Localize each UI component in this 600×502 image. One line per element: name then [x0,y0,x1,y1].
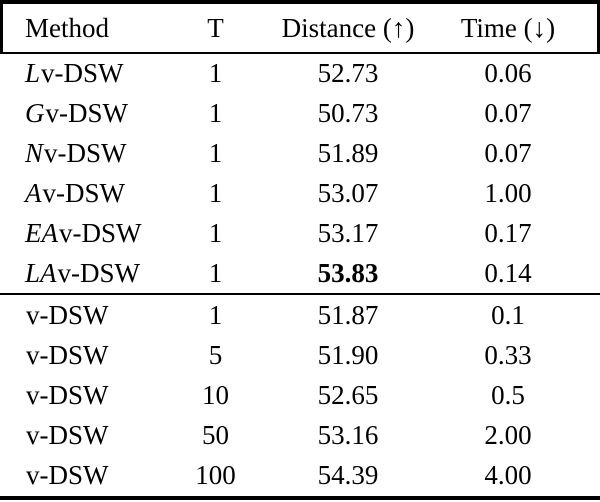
table-row: EAv-DSW 1 53.17 0.17 [0,213,600,253]
method-cell: v-DSW [0,299,168,330]
distance-cell: 52.65 [317,379,379,410]
t-cell: 10 [202,379,229,410]
method-name: v-DSW [26,339,109,370]
method-cell: Lv-DSW [0,60,168,87]
t-cell: 1 [208,98,223,129]
distance-cell-best: 53.83 [317,257,379,288]
method-cell: LAv-DSW [0,257,168,288]
table-row: v-DSW 1 51.87 0.1 [0,295,600,335]
header-right-rule [597,0,600,54]
distance-cell: 54.39 [317,460,379,491]
script-letter: L [25,58,41,89]
distance-cell: 51.89 [317,138,379,169]
time-cell: 0.17 [484,217,532,248]
method-cell: EAv-DSW [0,217,168,248]
time-cell: 2.00 [484,420,532,451]
t-cell: 1 [208,58,223,89]
method-name: v-DSW [59,217,142,248]
script-letter: EA [25,217,58,248]
method-cell: Nv-DSW [0,140,168,167]
method-name: v-DSW [41,58,124,89]
method-cell: v-DSW [0,379,168,410]
distance-cell: 50.73 [317,98,379,129]
distance-cell: 53.07 [317,177,379,208]
table-section-variant-methods: Lv-DSW 1 52.73 0.06 Gv-DSW 1 50.73 0.07 … [0,54,600,293]
t-cell: 1 [208,138,223,169]
time-cell: 0.07 [484,98,532,129]
distance-cell: 51.87 [317,299,379,330]
time-cell: 0.14 [484,257,532,288]
script-letter: LA [25,257,57,288]
column-header-method: Method [25,12,109,43]
method-cell: v-DSW [0,422,168,449]
t-cell: 1 [208,299,223,330]
t-cell: 100 [195,460,236,491]
header-left-rule [0,0,3,54]
table-row: v-DSW 5 51.90 0.33 [0,335,600,375]
time-cell: 1.00 [484,177,532,208]
table-top-rule [0,0,600,4]
table-bottom-rule [0,495,600,500]
method-name: v-DSW [42,177,126,208]
table-header-row: Method T Distance (↑) Time (↓) [0,0,600,54]
table-row: v-DSW 100 54.39 4.00 [0,456,600,496]
time-cell: 4.00 [484,460,532,491]
method-name: v-DSW [44,138,127,169]
table-row: v-DSW 50 53.16 2.00 [0,416,600,456]
distance-cell: 53.17 [317,217,379,248]
script-letter: G [25,98,45,129]
time-cell: 0.1 [491,299,525,330]
t-cell: 50 [202,420,229,451]
method-name: v-DSW [26,379,109,410]
time-cell: 0.33 [484,339,532,370]
method-name: v-DSW [57,257,141,288]
table-row: Lv-DSW 1 52.73 0.06 [0,54,600,94]
time-cell: 0.5 [491,379,525,410]
distance-cell: 51.90 [317,339,379,370]
table-row: LAv-DSW 1 53.83 0.14 [0,253,600,293]
distance-cell: 53.16 [317,420,379,451]
t-cell: 1 [208,257,223,288]
t-cell: 5 [208,339,223,370]
table-row: Nv-DSW 1 51.89 0.07 [0,134,600,174]
time-cell: 0.07 [484,138,532,169]
table-section-baseline-vdsw: v-DSW 1 51.87 0.1 v-DSW 5 51.90 0.33 v-D… [0,292,600,496]
method-name: v-DSW [26,420,109,451]
method-name: v-DSW [45,98,129,129]
method-cell: Av-DSW [0,177,168,208]
t-cell: 1 [208,177,223,208]
column-header-time: Time (↓) [460,12,556,43]
column-header-distance: Distance (↑) [281,12,415,43]
method-cell: v-DSW [0,339,168,370]
script-letter: A [25,177,42,208]
method-name: v-DSW [26,299,109,330]
table-row: Av-DSW 1 53.07 1.00 [0,173,600,213]
column-header-t: T [207,12,224,43]
distance-cell: 52.73 [317,58,379,89]
method-name: v-DSW [26,460,109,491]
time-cell: 0.06 [484,58,532,89]
table-row: v-DSW 10 52.65 0.5 [0,375,600,415]
script-letter: N [25,138,44,169]
method-cell: Gv-DSW [0,100,168,127]
table-row: Gv-DSW 1 50.73 0.07 [0,94,600,134]
method-cell: v-DSW [0,462,168,489]
t-cell: 1 [208,217,223,248]
